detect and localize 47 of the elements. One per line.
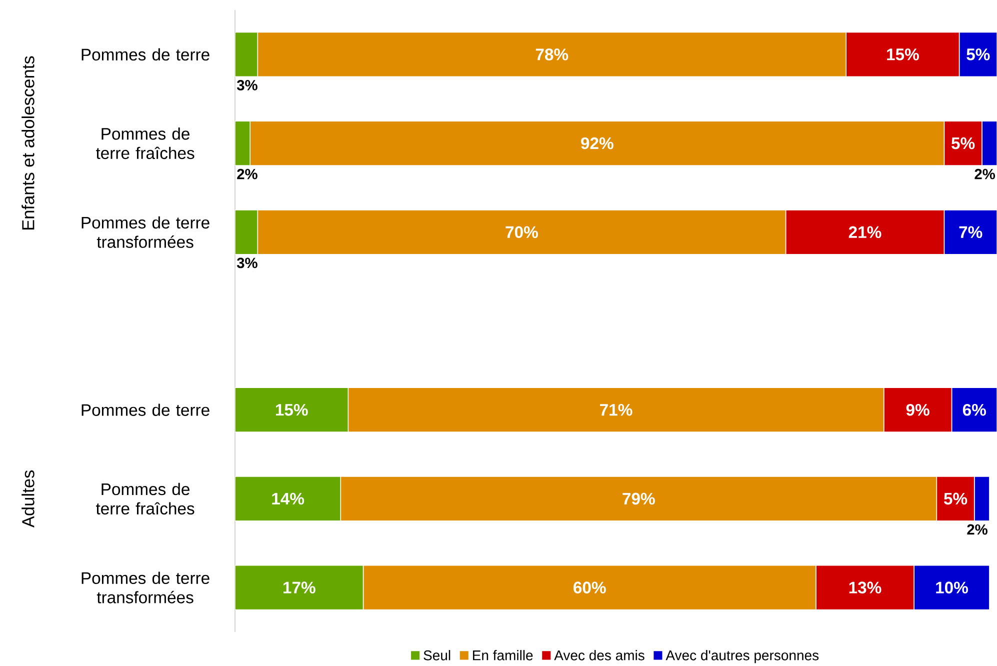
bar	[235, 210, 258, 255]
legend-label: Avec d'autres personnes	[666, 650, 819, 664]
bar	[235, 476, 342, 522]
y-tick-label: Pommes de terre fraîches	[96, 127, 194, 160]
legend-label: Avec des amis	[554, 650, 644, 660]
data-label: 6%	[962, 404, 986, 416]
data-label: 5%	[952, 137, 975, 150]
data-label: 78%	[536, 48, 568, 60]
text: Adultes	[22, 470, 34, 528]
legend-label: Seul	[424, 650, 450, 660]
data-label: 21%	[848, 226, 882, 238]
data-label: 79%	[622, 492, 655, 505]
data-label: 3%	[236, 258, 258, 268]
data-label: 60%	[574, 582, 606, 594]
data-label: 3%	[236, 80, 258, 90]
data-label: 17%	[284, 582, 316, 594]
bar	[914, 564, 990, 610]
data-label: 5%	[966, 48, 990, 60]
data-label: 15%	[276, 404, 308, 416]
data-label: 14%	[272, 492, 304, 505]
y-tick-label: Pommes de terre	[82, 404, 210, 416]
data-label: 7%	[959, 226, 982, 238]
y-tick-label: Pommes de terre	[82, 48, 210, 61]
bar	[974, 476, 990, 522]
legend-label: En famille	[473, 650, 533, 660]
data-label: 71%	[600, 404, 632, 416]
bar	[944, 210, 997, 255]
data-label: 92%	[581, 137, 614, 150]
data-label: 9%	[906, 404, 930, 416]
bar	[235, 120, 250, 166]
data-label: 10%	[936, 582, 968, 594]
y-tick-label: Pommes de terre transformées	[82, 216, 210, 248]
text: Enfants et adolescents	[22, 56, 34, 230]
bar	[235, 32, 258, 78]
bar	[235, 564, 364, 610]
data-label: 70%	[506, 226, 538, 238]
bar	[982, 120, 997, 166]
data-label: 2%	[974, 168, 996, 180]
y-tick-label: Pommes de terre transformées	[82, 572, 210, 604]
data-label: 2%	[967, 524, 988, 535]
data-label: 2%	[237, 168, 258, 180]
bar	[951, 387, 997, 432]
y-tick-label: Pommes de terre fraîches	[96, 482, 194, 514]
data-label: 13%	[849, 582, 882, 594]
data-label: 5%	[944, 492, 968, 505]
data-label: 15%	[887, 48, 919, 60]
bar	[235, 387, 349, 432]
